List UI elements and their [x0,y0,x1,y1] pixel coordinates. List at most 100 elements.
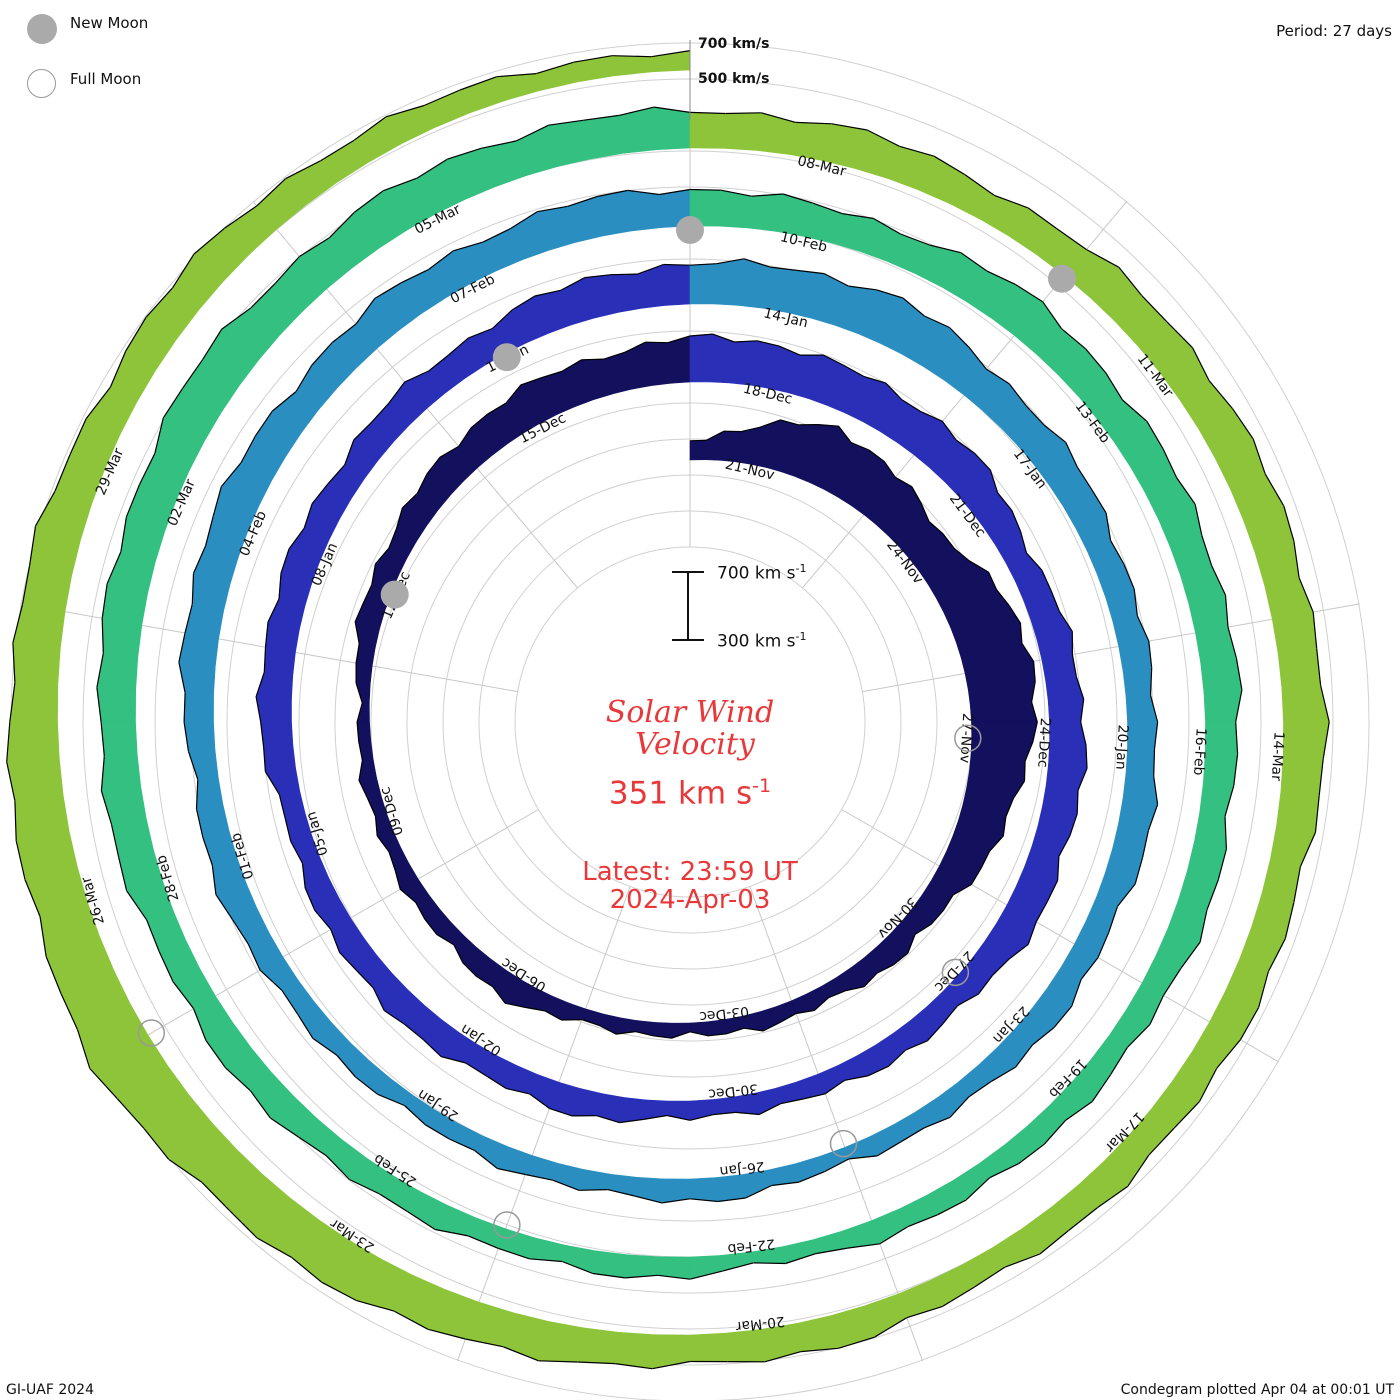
velocity-segment [663,264,691,306]
velocity-trace [193,227,225,255]
velocity-trace [1004,1253,1041,1268]
velocity-trace [172,253,195,289]
velocity-trace [312,1037,338,1056]
velocity-trace [780,1098,804,1105]
velocity-trace [721,1262,754,1272]
velocity-trace [1110,540,1125,565]
velocity-trace [771,1181,800,1187]
velocity-segment [689,263,718,305]
velocity-trace [255,696,262,723]
velocity-trace [1050,590,1060,612]
latest-date: 2024-Apr-03 [609,885,771,915]
velocity-trace [434,1228,469,1237]
velocity-trace [1146,421,1164,450]
velocity-trace [385,104,425,118]
velocity-trace [1293,541,1300,578]
velocity-trace [240,435,256,464]
velocity-trace [101,618,104,654]
velocity-trace [1122,399,1148,422]
velocity-trace [1126,1024,1151,1048]
velocity-trace [344,439,355,466]
velocity-trace [876,964,894,974]
velocity-trace [848,285,877,291]
velocity-trace [254,410,273,437]
velocity-trace [314,910,332,930]
velocity-trace [1075,676,1085,700]
velocity-trace [977,975,993,995]
velocity-trace [813,997,829,1011]
velocity-trace [311,483,329,505]
velocity-trace [1192,347,1210,381]
velocity-trace [1027,207,1058,230]
velocity-trace [627,189,660,196]
velocity-trace [753,1262,786,1265]
velocity-trace [1086,248,1120,268]
velocity-trace [581,1019,600,1026]
velocity-trace [504,1002,526,1008]
velocity-trace [14,800,17,841]
velocity-trace [848,1155,878,1160]
velocity-trace [1180,941,1201,969]
velocity-trace [225,1067,251,1092]
velocity-trace [154,417,164,454]
date-label: 14-Mar [1268,731,1287,781]
velocity-trace [895,476,913,488]
velocity-trace [960,252,988,272]
velocity-trace [362,584,373,604]
velocity-trace [1041,569,1052,591]
velocity-trace [778,345,801,356]
spoke [841,809,1280,1063]
velocity-trace [1015,1044,1033,1068]
velocity-trace [355,643,360,664]
velocity-trace [996,589,1010,607]
velocity-trace [907,934,916,954]
velocity-trace [541,370,563,379]
velocity-trace [374,547,390,565]
velocity-trace [1076,466,1093,491]
velocity-trace [867,1065,889,1077]
velocity-trace [12,642,16,683]
date-label: 20-Mar [735,1313,786,1335]
velocity-trace [796,269,825,275]
velocity-trace [914,923,932,935]
velocity-trace [399,888,417,903]
velocity-trace [689,439,707,442]
velocity-trace [401,492,418,509]
velocity-trace [356,721,360,742]
velocity-trace [497,1167,526,1176]
velocity-trace [842,213,874,219]
velocity-segment [782,1239,817,1264]
velocity-trace [812,202,843,215]
velocity-trace [1267,938,1286,972]
velocity-segment [496,73,541,102]
velocity-trace [264,771,280,795]
velocity-trace [145,287,174,318]
velocity-trace [1091,1074,1111,1102]
velocity-trace [824,1079,845,1095]
velocity-trace [221,307,252,330]
spoke [749,886,924,1362]
velocity-trace [462,962,477,977]
velocity-trace [295,364,313,392]
velocity-trace [481,140,517,149]
velocity-trace [745,1184,772,1199]
velocity-trace [863,972,878,988]
velocity-trace [743,258,771,268]
velocity-trace [866,129,900,147]
velocity-trace [991,958,1010,977]
velocity-trace [1264,473,1285,507]
velocity-trace [250,282,277,309]
velocity-trace [184,603,193,634]
velocity-trace [96,687,102,723]
velocity-trace [1224,816,1227,850]
velocity-trace [838,1336,875,1349]
chart-title-line1: Solar Wind [605,695,775,730]
velocity-trace [15,840,26,880]
velocity-trace [873,1317,908,1338]
velocity-trace [989,1163,1019,1179]
velocity-trace [823,273,849,287]
velocity-trace [264,621,269,648]
velocity-trace [1166,321,1194,349]
velocity-trace [6,761,16,802]
velocity-trace [1080,699,1085,723]
